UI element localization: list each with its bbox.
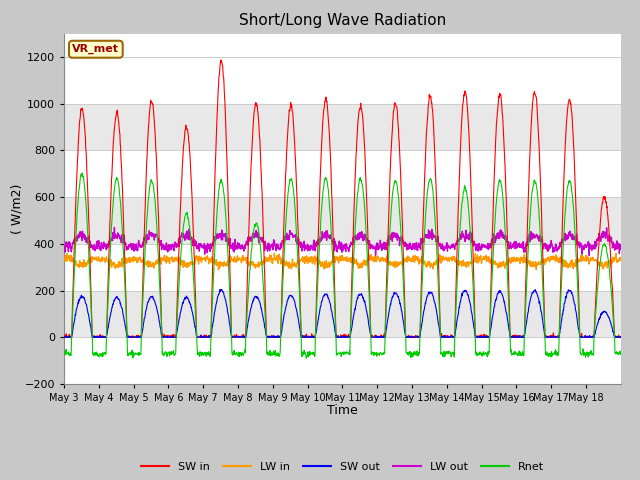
Bar xyxy=(64,104,621,150)
Bar xyxy=(64,337,621,384)
Legend: SW in, LW in, SW out, LW out, Rnet: SW in, LW in, SW out, LW out, Rnet xyxy=(137,457,548,477)
Text: VR_met: VR_met xyxy=(72,44,119,54)
Bar xyxy=(64,244,621,290)
Bar xyxy=(64,290,621,337)
X-axis label: Time: Time xyxy=(327,405,358,418)
Bar xyxy=(64,57,621,104)
Title: Short/Long Wave Radiation: Short/Long Wave Radiation xyxy=(239,13,446,28)
Bar xyxy=(64,150,621,197)
Bar xyxy=(64,197,621,244)
Y-axis label: ( W/m2): ( W/m2) xyxy=(10,184,23,234)
